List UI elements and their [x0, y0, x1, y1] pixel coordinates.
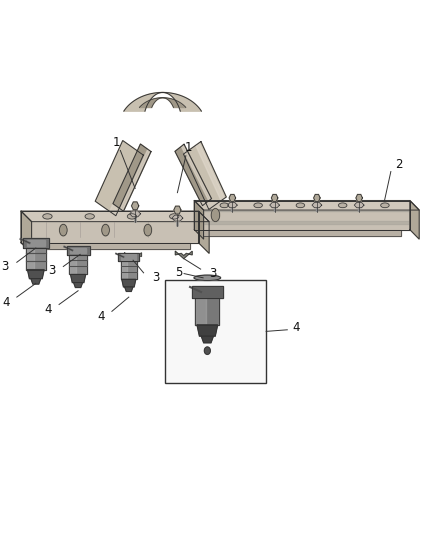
Polygon shape [121, 254, 136, 260]
Polygon shape [74, 282, 82, 287]
Polygon shape [28, 270, 44, 279]
Polygon shape [229, 195, 236, 201]
Text: 1: 1 [113, 136, 120, 149]
Polygon shape [31, 279, 41, 284]
Polygon shape [196, 143, 225, 201]
Polygon shape [314, 195, 320, 201]
Polygon shape [125, 287, 133, 292]
Polygon shape [21, 211, 32, 253]
Polygon shape [174, 206, 181, 214]
Bar [165, 280, 266, 383]
Polygon shape [191, 286, 223, 298]
Polygon shape [194, 200, 419, 210]
Text: 4: 4 [3, 296, 10, 309]
Polygon shape [270, 203, 279, 208]
Polygon shape [69, 255, 87, 274]
Text: 4: 4 [292, 321, 300, 334]
Polygon shape [175, 251, 192, 259]
Polygon shape [120, 261, 137, 279]
Polygon shape [139, 98, 186, 108]
Polygon shape [203, 230, 401, 236]
Polygon shape [118, 253, 139, 261]
Text: 4: 4 [45, 303, 52, 316]
Text: 3: 3 [48, 264, 55, 277]
Polygon shape [113, 144, 151, 211]
Polygon shape [69, 255, 76, 274]
Text: 3: 3 [152, 271, 159, 284]
Polygon shape [194, 208, 410, 211]
Polygon shape [195, 298, 219, 325]
Polygon shape [181, 145, 211, 201]
Text: 3: 3 [1, 260, 9, 273]
Text: 3: 3 [209, 267, 216, 280]
Polygon shape [124, 92, 201, 111]
Ellipse shape [170, 214, 179, 219]
Polygon shape [27, 241, 44, 248]
Text: 4: 4 [98, 310, 105, 323]
Polygon shape [95, 141, 143, 216]
Polygon shape [227, 203, 237, 208]
Polygon shape [197, 325, 218, 336]
Polygon shape [201, 336, 213, 343]
Polygon shape [21, 211, 198, 243]
Polygon shape [194, 221, 410, 224]
Polygon shape [26, 248, 34, 270]
Ellipse shape [85, 214, 94, 219]
Polygon shape [194, 200, 204, 239]
Polygon shape [67, 246, 89, 255]
Ellipse shape [254, 203, 262, 208]
Polygon shape [312, 203, 322, 208]
Ellipse shape [60, 224, 67, 236]
Polygon shape [195, 298, 206, 325]
Polygon shape [198, 211, 209, 253]
Text: 5: 5 [175, 266, 182, 279]
Polygon shape [194, 200, 410, 230]
Polygon shape [410, 200, 419, 239]
Ellipse shape [43, 214, 52, 219]
Polygon shape [29, 243, 190, 249]
Polygon shape [120, 261, 127, 279]
Polygon shape [23, 238, 49, 248]
Polygon shape [124, 253, 141, 260]
Polygon shape [72, 247, 88, 254]
Polygon shape [26, 248, 46, 270]
Polygon shape [184, 142, 226, 209]
Ellipse shape [339, 203, 347, 208]
Polygon shape [131, 202, 139, 210]
Polygon shape [122, 279, 136, 287]
Polygon shape [21, 211, 209, 222]
Ellipse shape [220, 203, 229, 208]
Polygon shape [71, 274, 85, 282]
Ellipse shape [102, 224, 110, 236]
Polygon shape [27, 240, 45, 246]
Ellipse shape [194, 275, 221, 280]
Text: 2: 2 [396, 158, 403, 171]
Polygon shape [272, 195, 278, 201]
Polygon shape [354, 203, 364, 208]
Polygon shape [175, 144, 212, 206]
Polygon shape [120, 149, 150, 211]
Polygon shape [110, 151, 141, 214]
Ellipse shape [211, 208, 220, 222]
Ellipse shape [144, 224, 152, 236]
Ellipse shape [381, 203, 389, 208]
Circle shape [205, 347, 210, 354]
Text: 1: 1 [184, 141, 192, 155]
Polygon shape [70, 248, 86, 253]
Ellipse shape [127, 214, 137, 219]
Polygon shape [172, 215, 183, 221]
Ellipse shape [296, 203, 304, 208]
Polygon shape [356, 195, 362, 201]
Polygon shape [130, 211, 141, 217]
